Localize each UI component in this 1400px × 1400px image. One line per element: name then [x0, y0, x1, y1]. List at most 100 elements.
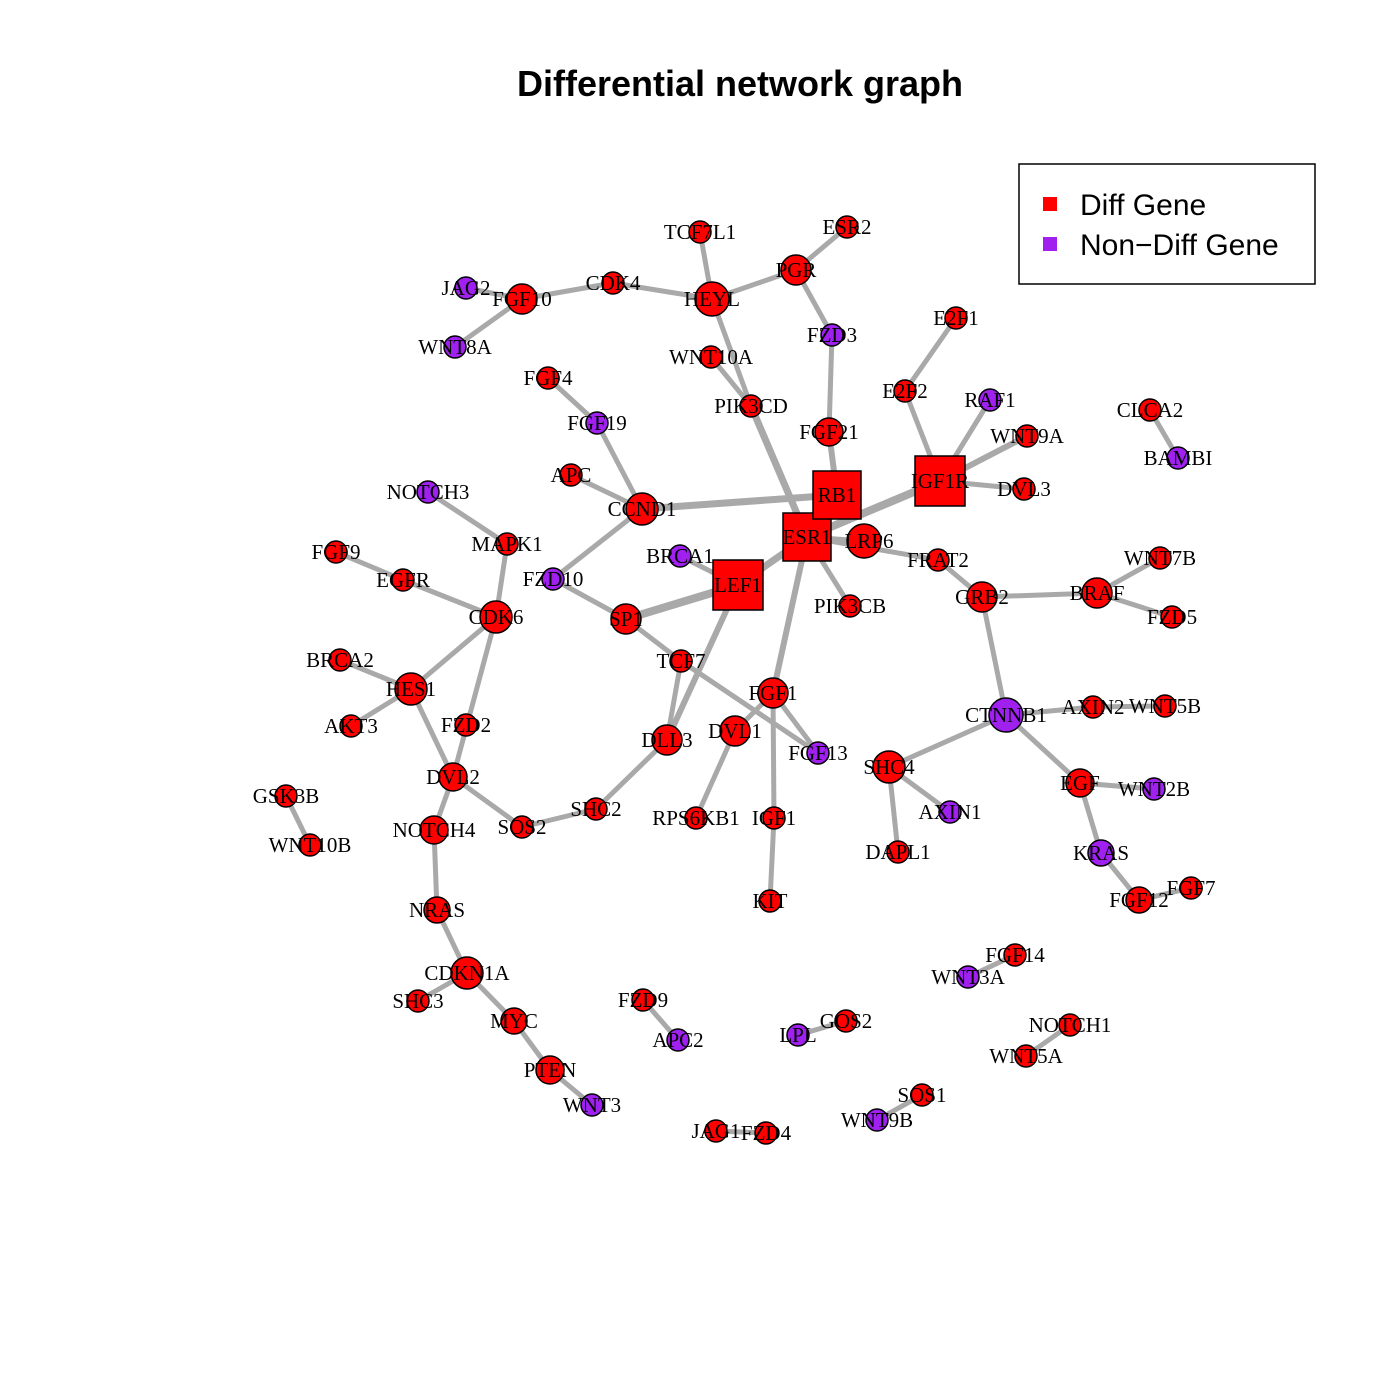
- node-notch3[interactable]: NOTCH3: [387, 480, 470, 504]
- node-apc[interactable]: APC: [551, 463, 592, 487]
- node-ccnd1[interactable]: CCND1: [608, 492, 677, 526]
- node-dll3[interactable]: DLL3: [641, 724, 693, 756]
- node-circle-ctnnb1: [988, 697, 1024, 733]
- node-cdk4[interactable]: CDK4: [586, 271, 641, 295]
- node-circle-axin2: [1081, 695, 1105, 719]
- node-heyl[interactable]: HEYL: [684, 281, 740, 317]
- node-sos1[interactable]: SOS1: [897, 1083, 946, 1107]
- node-apc2[interactable]: APC2: [652, 1028, 703, 1052]
- node-esr1[interactable]: ESR1: [782, 512, 832, 562]
- node-pik3cd[interactable]: PIK3CD: [714, 394, 788, 418]
- node-shc4[interactable]: SHC4: [863, 750, 915, 784]
- graph-title: Differential network graph: [517, 63, 963, 104]
- node-mapk1[interactable]: MAPK1: [471, 532, 542, 556]
- node-wnt9b[interactable]: WNT9B: [841, 1108, 913, 1132]
- node-notch4[interactable]: NOTCH4: [393, 815, 476, 845]
- node-axin1[interactable]: AXIN1: [919, 800, 982, 824]
- node-circle-fzd4: [754, 1121, 778, 1145]
- node-sp1[interactable]: SP1: [609, 603, 643, 635]
- node-fzd2[interactable]: FZD2: [441, 713, 491, 737]
- node-igf1[interactable]: IGF1: [752, 806, 796, 830]
- node-brca2[interactable]: BRCA2: [306, 648, 374, 672]
- node-pten[interactable]: PTEN: [524, 1055, 577, 1085]
- node-shc3[interactable]: SHC3: [392, 989, 443, 1013]
- node-gos2[interactable]: GOS2: [820, 1009, 873, 1033]
- node-wnt5b[interactable]: WNT5B: [1129, 694, 1201, 718]
- node-wnt2b[interactable]: WNT2B: [1118, 777, 1190, 801]
- node-label-notch1: NOTCH1: [1029, 1013, 1112, 1037]
- node-kit[interactable]: KIT: [753, 889, 788, 913]
- node-jag2[interactable]: JAG2: [441, 276, 490, 300]
- node-fgf14[interactable]: FGF14: [985, 943, 1045, 967]
- node-fgf9[interactable]: FGF9: [311, 540, 360, 564]
- node-gsk3b[interactable]: GSK3B: [253, 784, 320, 808]
- node-frat2[interactable]: FRAT2: [907, 548, 969, 572]
- node-dvl3[interactable]: DVL3: [997, 477, 1051, 501]
- node-fgf13[interactable]: FGF13: [788, 741, 848, 765]
- node-wnt5a[interactable]: WNT5A: [989, 1044, 1063, 1068]
- node-pgr[interactable]: PGR: [776, 254, 817, 286]
- node-akt3[interactable]: AKT3: [324, 714, 378, 738]
- node-axin2[interactable]: AXIN2: [1062, 695, 1125, 719]
- node-pik3cb[interactable]: PIK3CB: [814, 594, 886, 618]
- node-fgf1[interactable]: FGF1: [748, 677, 798, 709]
- node-clca2[interactable]: CLCA2: [1117, 398, 1184, 422]
- node-wnt8a[interactable]: WNT8A: [418, 335, 492, 359]
- node-cdk6[interactable]: CDK6: [469, 600, 524, 634]
- node-wnt10a[interactable]: WNT10A: [669, 345, 754, 369]
- node-wnt3a[interactable]: WNT3A: [931, 965, 1005, 989]
- node-hes1[interactable]: HES1: [386, 672, 436, 706]
- node-cdkn1a[interactable]: CDKN1A: [424, 956, 510, 990]
- node-fgf19[interactable]: FGF19: [567, 411, 627, 435]
- node-kras[interactable]: KRAS: [1073, 839, 1129, 867]
- node-circle-dll3: [651, 724, 683, 756]
- node-grb2[interactable]: GRB2: [955, 581, 1009, 613]
- node-lrp6[interactable]: LRP6: [844, 523, 894, 559]
- node-dvl1[interactable]: DVL1: [708, 715, 762, 747]
- node-fzd10[interactable]: FZD10: [523, 567, 584, 591]
- node-nras[interactable]: NRAS: [409, 896, 465, 924]
- node-bambi[interactable]: BAMBI: [1144, 446, 1213, 470]
- node-fgf4[interactable]: FGF4: [523, 366, 573, 390]
- node-igf1r[interactable]: IGF1R: [911, 455, 969, 507]
- node-dapl1[interactable]: DAPL1: [865, 840, 930, 864]
- node-wnt7b[interactable]: WNT7B: [1124, 546, 1196, 570]
- node-rb1[interactable]: RB1: [812, 470, 862, 520]
- node-esr2[interactable]: ESR2: [822, 215, 871, 239]
- node-sos2[interactable]: SOS2: [497, 815, 546, 839]
- node-egfr[interactable]: EGFR: [376, 568, 430, 592]
- node-fgf12[interactable]: FGF12: [1109, 886, 1169, 914]
- node-fzd4[interactable]: FZD4: [741, 1121, 792, 1145]
- node-raf1[interactable]: RAF1: [964, 388, 1015, 412]
- node-lpl[interactable]: LPL: [779, 1023, 816, 1047]
- node-fzd3[interactable]: FZD3: [807, 323, 857, 347]
- node-brca1[interactable]: BRCA1: [646, 544, 714, 568]
- node-e2f2[interactable]: E2F2: [882, 379, 928, 403]
- node-e2f1[interactable]: E2F1: [933, 306, 979, 330]
- edge-ccnd1-rb1: [638, 491, 841, 513]
- node-label-pten: PTEN: [524, 1058, 577, 1082]
- node-myc[interactable]: MYC: [490, 1007, 538, 1035]
- node-ctnnb1[interactable]: CTNNB1: [965, 697, 1047, 733]
- node-tcf7[interactable]: TCF7: [656, 649, 705, 673]
- node-fgf7[interactable]: FGF7: [1166, 876, 1215, 900]
- node-fzd9[interactable]: FZD9: [618, 988, 668, 1012]
- node-dvl2[interactable]: DVL2: [426, 762, 480, 792]
- legend-box: [1018, 163, 1316, 285]
- node-jag1[interactable]: JAG1: [691, 1119, 740, 1143]
- node-wnt10b[interactable]: WNT10B: [269, 833, 352, 857]
- node-fgf10[interactable]: FGF10: [492, 283, 552, 315]
- node-shc2[interactable]: SHC2: [570, 797, 621, 821]
- node-egf[interactable]: EGF: [1060, 768, 1100, 798]
- node-fgf21[interactable]: FGF21: [799, 417, 859, 447]
- node-wnt9a[interactable]: WNT9A: [990, 424, 1064, 448]
- node-rps6kb1[interactable]: RPS6KB1: [652, 806, 740, 830]
- node-tcf7l1[interactable]: TCF7L1: [664, 220, 736, 244]
- node-label-pgr: PGR: [776, 258, 817, 282]
- node-lef1[interactable]: LEF1: [712, 559, 764, 611]
- node-label-kit: KIT: [753, 889, 788, 913]
- node-braf[interactable]: BRAF: [1070, 577, 1125, 609]
- node-notch1[interactable]: NOTCH1: [1029, 1013, 1112, 1037]
- node-wnt3[interactable]: WNT3: [563, 1093, 621, 1117]
- node-fzd5[interactable]: FZD5: [1147, 605, 1197, 629]
